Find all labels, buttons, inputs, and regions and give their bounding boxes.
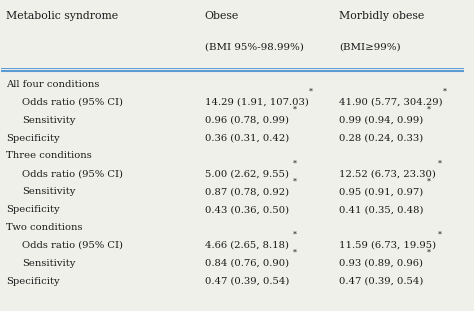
Text: *: * — [428, 177, 431, 185]
Text: All four conditions: All four conditions — [6, 80, 100, 89]
Text: 11.59 (6.73, 19.95): 11.59 (6.73, 19.95) — [339, 241, 436, 250]
Text: Odds ratio (95% CI): Odds ratio (95% CI) — [22, 241, 123, 250]
Text: 0.36 (0.31, 0.42): 0.36 (0.31, 0.42) — [205, 134, 289, 143]
Text: 0.47 (0.39, 0.54): 0.47 (0.39, 0.54) — [339, 276, 423, 285]
Text: Sensitivity: Sensitivity — [22, 187, 75, 196]
Text: (BMI≥99%): (BMI≥99%) — [339, 43, 401, 52]
Text: Specificity: Specificity — [6, 276, 60, 285]
Text: *: * — [428, 106, 431, 114]
Text: *: * — [293, 177, 297, 185]
Text: 0.41 (0.35, 0.48): 0.41 (0.35, 0.48) — [339, 205, 423, 214]
Text: 0.99 (0.94, 0.99): 0.99 (0.94, 0.99) — [339, 116, 423, 125]
Text: Metabolic syndrome: Metabolic syndrome — [6, 11, 118, 21]
Text: Specificity: Specificity — [6, 134, 60, 143]
Text: *: * — [438, 231, 442, 239]
Text: 0.43 (0.36, 0.50): 0.43 (0.36, 0.50) — [205, 205, 289, 214]
Text: Specificity: Specificity — [6, 205, 60, 214]
Text: 0.47 (0.39, 0.54): 0.47 (0.39, 0.54) — [205, 276, 289, 285]
Text: Sensitivity: Sensitivity — [22, 116, 75, 125]
Text: 0.87 (0.78, 0.92): 0.87 (0.78, 0.92) — [205, 187, 289, 196]
Text: 41.90 (5.77, 304.29): 41.90 (5.77, 304.29) — [339, 98, 443, 107]
Text: 0.84 (0.76, 0.90): 0.84 (0.76, 0.90) — [205, 259, 289, 268]
Text: *: * — [293, 106, 297, 114]
Text: *: * — [293, 249, 297, 257]
Text: Sensitivity: Sensitivity — [22, 259, 75, 268]
Text: 5.00 (2.62, 9.55): 5.00 (2.62, 9.55) — [205, 169, 289, 179]
Text: *: * — [438, 159, 442, 167]
Text: 14.29 (1.91, 107.03): 14.29 (1.91, 107.03) — [205, 98, 309, 107]
Text: 0.93 (0.89, 0.96): 0.93 (0.89, 0.96) — [339, 259, 423, 268]
Text: Odds ratio (95% CI): Odds ratio (95% CI) — [22, 98, 123, 107]
Text: *: * — [428, 249, 431, 257]
Text: 12.52 (6.73, 23.30): 12.52 (6.73, 23.30) — [339, 169, 436, 179]
Text: Morbidly obese: Morbidly obese — [339, 11, 424, 21]
Text: 0.95 (0.91, 0.97): 0.95 (0.91, 0.97) — [339, 187, 423, 196]
Text: Two conditions: Two conditions — [6, 223, 82, 232]
Text: Three conditions: Three conditions — [6, 151, 92, 160]
Text: 0.96 (0.78, 0.99): 0.96 (0.78, 0.99) — [205, 116, 289, 125]
Text: 4.66 (2.65, 8.18): 4.66 (2.65, 8.18) — [205, 241, 289, 250]
Text: *: * — [443, 88, 447, 96]
Text: 0.28 (0.24, 0.33): 0.28 (0.24, 0.33) — [339, 134, 423, 143]
Text: *: * — [293, 159, 297, 167]
Text: (BMI 95%-98.99%): (BMI 95%-98.99%) — [205, 43, 304, 52]
Text: *: * — [293, 231, 297, 239]
Text: Obese: Obese — [205, 11, 239, 21]
Text: *: * — [309, 88, 313, 96]
Text: Odds ratio (95% CI): Odds ratio (95% CI) — [22, 169, 123, 179]
